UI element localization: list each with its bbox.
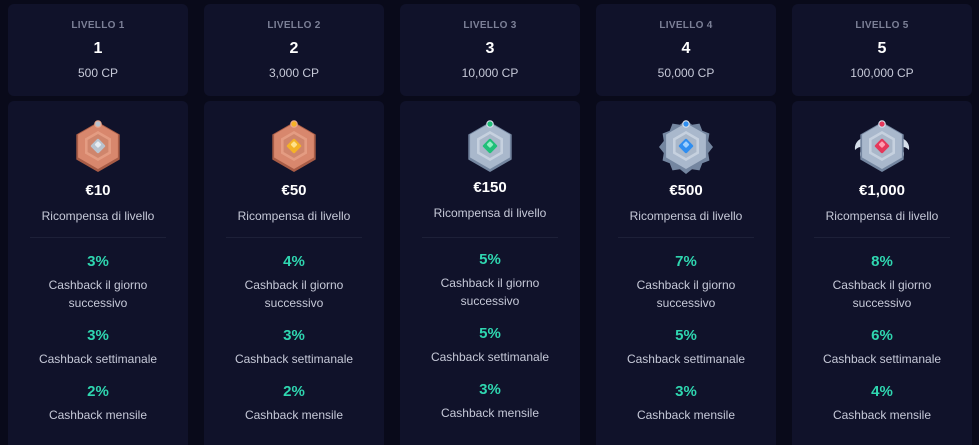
divider: [618, 237, 754, 238]
divider: [226, 237, 362, 238]
silver-gear-badge-icon: [656, 116, 716, 176]
level-body: €500 Ricompensa di livello 7% Cashback i…: [596, 101, 776, 445]
level-label: LIVELLO 2: [267, 20, 321, 31]
reward-amount: €500: [669, 182, 703, 199]
cashback-monthly-value: 3%: [675, 383, 697, 400]
silver-winged-badge-icon: [852, 116, 912, 176]
bronze-hexagon-badge-icon: [264, 116, 324, 176]
cashback-daily-value: 8%: [871, 253, 893, 270]
level-header: LIVELLO 5 5 100,000 CP: [792, 4, 972, 96]
reward-amount: €150: [473, 179, 507, 196]
reward-label: Ricompensa di livello: [433, 206, 547, 220]
cashback-daily-label: Cashback il giorno successivo: [832, 278, 932, 310]
reward-label: Ricompensa di livello: [237, 209, 351, 223]
cashback-monthly-label: Cashback mensile: [636, 408, 736, 422]
level-card-5: LIVELLO 5 5 100,000 CP €1,000 Ricompensa…: [792, 0, 972, 445]
level-card-3: LIVELLO 3 3 10,000 CP €150 Ricompensa di…: [400, 0, 580, 445]
divider: [422, 237, 558, 238]
level-number: 5: [877, 40, 887, 57]
cashback-daily-label: Cashback il giorno successivo: [48, 278, 148, 310]
level-header: LIVELLO 3 3 10,000 CP: [400, 4, 580, 96]
cashback-daily-value: 4%: [283, 253, 305, 270]
level-header: LIVELLO 1 1 500 CP: [8, 4, 188, 96]
divider: [30, 237, 166, 238]
level-header: LIVELLO 4 4 50,000 CP: [596, 4, 776, 96]
level-number: 1: [93, 40, 103, 57]
level-card-1: LIVELLO 1 1 500 CP €10 Ricompensa di liv…: [8, 0, 188, 445]
cashback-monthly-value: 2%: [87, 383, 109, 400]
reward-label: Ricompensa di livello: [825, 209, 939, 223]
cashback-daily-value: 7%: [675, 253, 697, 270]
cashback-weekly-label: Cashback settimanale: [234, 352, 354, 366]
cashback-weekly-label: Cashback settimanale: [822, 352, 942, 366]
cashback-weekly-value: 3%: [283, 327, 305, 344]
level-body: €50 Ricompensa di livello 4% Cashback il…: [204, 101, 384, 445]
cashback-weekly-value: 6%: [871, 327, 893, 344]
cashback-weekly-label: Cashback settimanale: [626, 352, 746, 366]
level-points: 3,000 CP: [268, 66, 320, 80]
level-label: LIVELLO 4: [659, 20, 713, 31]
level-body: €10 Ricompensa di livello 3% Cashback il…: [8, 101, 188, 445]
reward-label: Ricompensa di livello: [629, 209, 743, 223]
cashback-weekly-label: Cashback settimanale: [430, 350, 550, 364]
cashback-weekly-value: 5%: [675, 327, 697, 344]
cashback-daily-label: Cashback il giorno successivo: [636, 278, 736, 310]
cashback-daily-label: Cashback il giorno successivo: [244, 278, 344, 310]
level-points: 500 CP: [77, 66, 119, 80]
reward-label: Ricompensa di livello: [41, 209, 155, 223]
silver-hexagon-badge-icon: [460, 116, 520, 176]
cashback-monthly-value: 3%: [479, 381, 501, 398]
level-points: 100,000 CP: [850, 66, 914, 80]
level-number: 4: [681, 40, 691, 57]
level-number: 3: [485, 40, 495, 57]
cashback-weekly-label: Cashback settimanale: [38, 352, 158, 366]
cashback-monthly-value: 4%: [871, 383, 893, 400]
cashback-monthly-value: 2%: [283, 383, 305, 400]
cashback-daily-label: Cashback il giorno successivo: [440, 276, 540, 308]
reward-amount: €1,000: [859, 182, 905, 199]
level-points: 50,000 CP: [657, 66, 715, 80]
reward-amount: €50: [281, 182, 307, 199]
cashback-monthly-label: Cashback mensile: [244, 408, 344, 422]
cashback-weekly-value: 3%: [87, 327, 109, 344]
cashback-weekly-value: 5%: [479, 325, 501, 342]
level-card-2: LIVELLO 2 2 3,000 CP €50 Ricompensa di l…: [204, 0, 384, 445]
level-body: €1,000 Ricompensa di livello 8% Cashback…: [792, 101, 972, 445]
cashback-monthly-label: Cashback mensile: [832, 408, 932, 422]
level-label: LIVELLO 5: [855, 20, 909, 31]
cashback-monthly-label: Cashback mensile: [48, 408, 148, 422]
reward-amount: €10: [85, 182, 111, 199]
bronze-hexagon-badge-icon: [68, 116, 128, 176]
level-body: €150 Ricompensa di livello 5% Cashback i…: [400, 101, 580, 445]
cashback-monthly-label: Cashback mensile: [440, 406, 540, 420]
cashback-daily-value: 3%: [87, 253, 109, 270]
cashback-daily-value: 5%: [479, 251, 501, 268]
level-points: 10,000 CP: [461, 66, 519, 80]
divider: [814, 237, 950, 238]
level-header: LIVELLO 2 2 3,000 CP: [204, 4, 384, 96]
level-number: 2: [289, 40, 299, 57]
level-card-4: LIVELLO 4 4 50,000 CP €500 Ricompensa di…: [596, 0, 776, 445]
level-label: LIVELLO 3: [463, 20, 517, 31]
level-label: LIVELLO 1: [71, 20, 125, 31]
